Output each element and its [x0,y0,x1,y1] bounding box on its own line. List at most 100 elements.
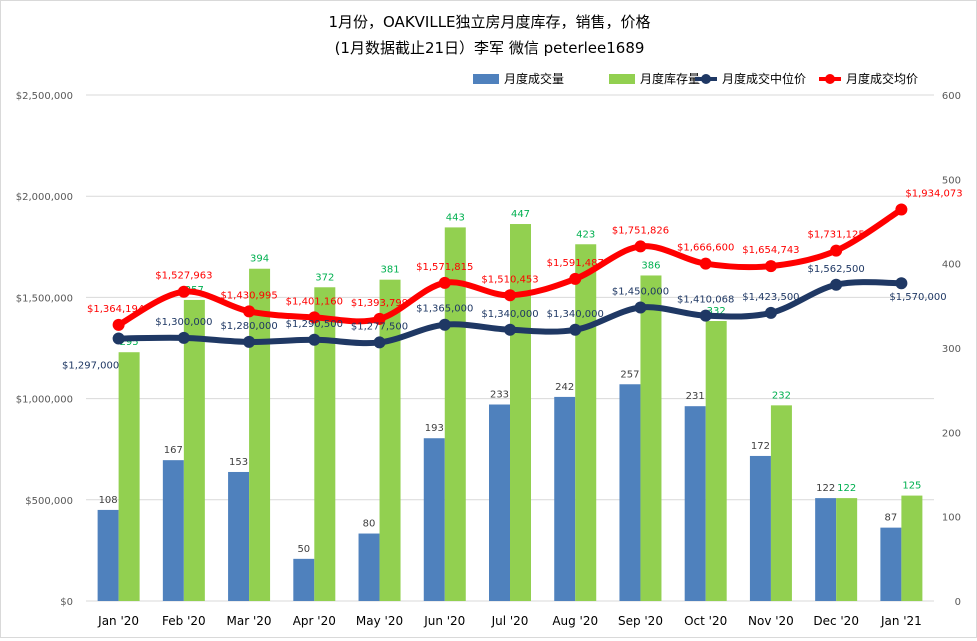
line-point [895,277,908,290]
line-data-label: $1,340,000 [481,309,538,320]
x-axis-tick-label: May '20 [356,614,403,628]
bar-sales [880,527,902,601]
bar-sales [619,384,641,601]
line-data-label: $1,731,125 [808,230,865,241]
legend-label: 月度库存量 [640,71,700,86]
bar-sales [97,509,119,601]
bar-data-label: 386 [641,260,660,271]
line-point [177,285,190,298]
line-data-label: $1,423,500 [742,292,799,303]
x-axis-tick-label: Nov '20 [748,614,794,628]
line-data-label: $1,562,500 [808,264,865,275]
bar-sales [293,558,315,601]
bar-inventory [836,498,858,601]
line-data-label: $1,654,743 [742,245,799,256]
bar-sales [228,471,250,601]
left-axis-tick-label: $2,000,000 [16,192,73,203]
legend-label: 月度成交中位价 [722,71,806,86]
bar-sales [749,455,771,601]
right-axis-tick-label: 400 [942,260,961,271]
line-data-label: $1,571,815 [416,262,473,273]
line-point [895,203,908,216]
x-axis-tick-label: Apr '20 [293,614,336,628]
bar-sales [815,498,837,601]
line-point [634,301,647,314]
bar-inventory [183,299,205,601]
bar-data-label: 193 [425,423,444,434]
line-point [438,276,451,289]
bar-data-label: 167 [164,445,183,456]
line-point [438,318,451,331]
line-data-label: $1,450,000 [612,287,669,298]
line-point [569,272,582,285]
bar-sales [162,460,184,601]
chart-title: 1月份，OAKVILLE独立房月度库存，销售，价格 [328,13,651,31]
line-point [504,323,516,336]
bar-data-label: 332 [707,306,726,317]
line-point [764,260,777,273]
legend-label: 月度成交均价 [846,71,918,86]
right-axis-tick-label: 100 [942,513,961,524]
line-point [569,323,582,336]
line-data-label: $1,570,000 [889,292,946,303]
bar-inventory [575,244,597,601]
bar-inventory [314,287,336,601]
bar-data-label: 87 [885,513,898,524]
line-point [373,312,386,325]
bar-data-label: 172 [751,441,770,452]
line-data-label: $1,430,995 [220,290,277,301]
bar-inventory [705,321,727,601]
line-point [373,336,386,349]
line-point [112,332,125,345]
bar-data-label: 108 [99,495,118,506]
left-axis-tick-label: $1,000,000 [16,395,73,406]
bar-data-label: 122 [837,483,856,494]
right-axis-tick-label: 500 [942,175,961,186]
line-point [308,333,321,346]
right-axis-tick-label: 300 [942,344,961,355]
bar-inventory [510,224,531,601]
x-axis-tick-label: Oct '20 [684,614,727,628]
line-data-label: $1,277,500 [351,321,408,332]
bar-data-label: 443 [446,212,465,223]
right-axis-tick-label: 600 [942,91,961,102]
x-axis-tick-label: Jan '21 [880,614,922,628]
bar-data-label: 231 [686,391,705,402]
line-data-label: $1,290,500 [286,319,343,330]
line-point [634,240,647,253]
line-data-label: $1,934,073 [905,189,962,200]
line-data-label: $1,751,826 [612,225,669,236]
bar-inventory [118,352,140,601]
x-axis-tick-label: Jul '20 [491,614,529,628]
bar-data-label: 80 [363,519,376,530]
bar-inventory [640,275,662,601]
bar-sales [358,533,380,601]
line-point [699,309,712,322]
x-axis-tick-label: Jan '20 [97,614,139,628]
x-axis-tick-label: Aug '20 [552,614,598,628]
legend-swatch [473,74,499,84]
bar-data-label: 122 [816,483,835,494]
right-axis-tick-label: 0 [955,597,961,608]
bar-data-label: 242 [555,382,574,393]
line-data-label: $1,393,799 [351,298,408,309]
bar-data-label: 125 [902,481,921,492]
line-data-label: $1,401,160 [286,296,343,307]
right-axis-tick-label: 200 [942,428,961,439]
legend-marker [825,74,835,84]
bar-data-label: 257 [620,369,639,380]
left-axis-tick-label: $0 [60,597,73,608]
bar-sales [423,438,445,601]
legend-label: 月度成交量 [504,71,564,86]
bar-sales [554,396,576,601]
bar-inventory [379,279,401,601]
line-data-label: $1,591,487 [547,258,604,269]
line-data-label: $1,280,000 [220,321,277,332]
line-data-label: $1,340,000 [547,309,604,320]
bar-data-label: 394 [250,254,269,265]
line-data-label: $1,410,068 [677,295,734,306]
line-data-label: $1,510,453 [481,274,538,285]
bar-data-label: 50 [297,544,310,555]
